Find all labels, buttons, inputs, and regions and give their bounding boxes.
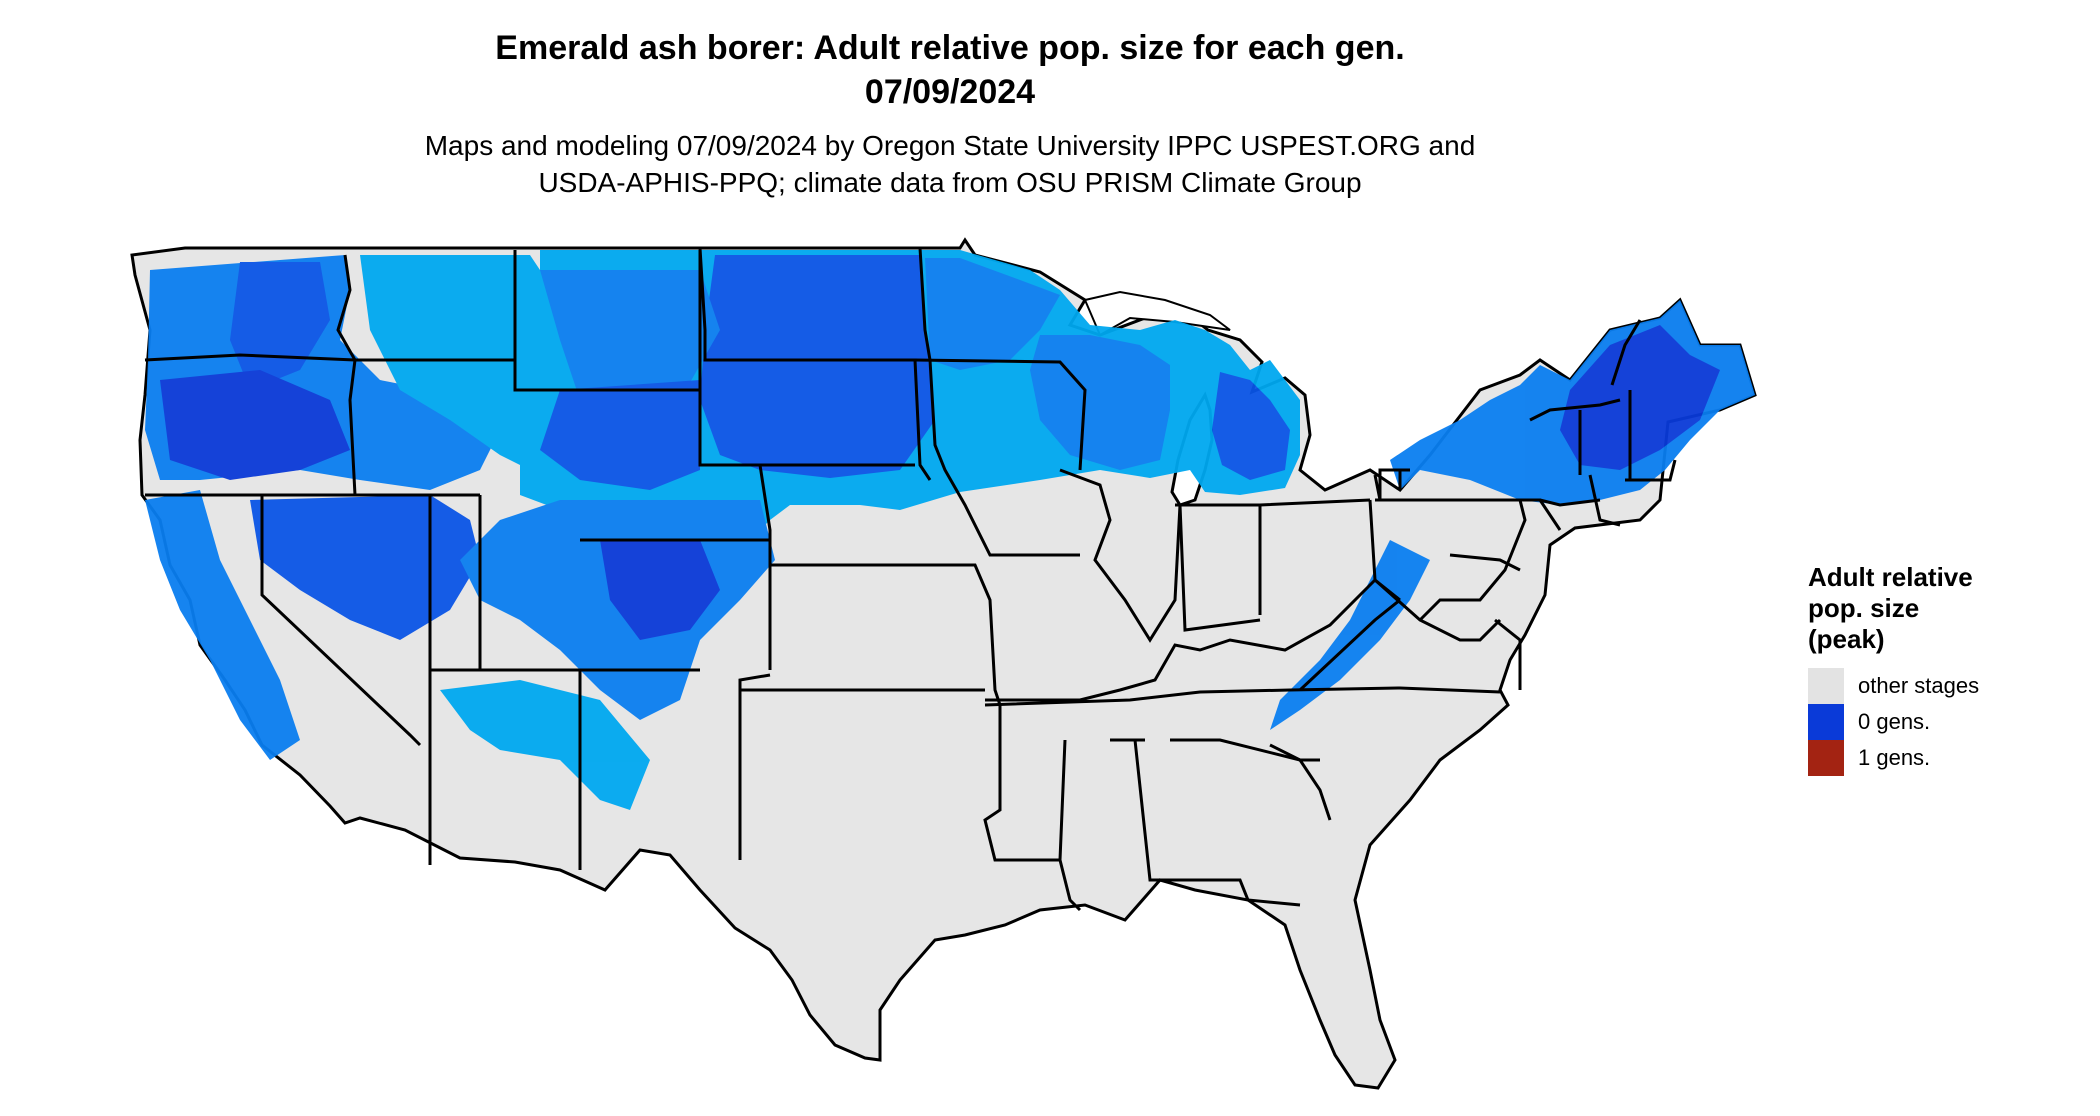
shade-maine-vermont bbox=[1560, 325, 1720, 470]
legend-swatch-0-gens bbox=[1808, 704, 1844, 740]
shade-oregon bbox=[160, 370, 350, 480]
state-borders bbox=[144, 247, 1677, 912]
shade-colorado-peaks bbox=[600, 540, 720, 640]
legend-title-2: pop. size bbox=[1808, 593, 1920, 623]
legend-swatch-other-stages bbox=[1808, 668, 1844, 704]
shade-sierra bbox=[145, 490, 300, 760]
shade-wyoming bbox=[540, 380, 700, 490]
map-title: Emerald ash borer: Adult relative pop. s… bbox=[495, 29, 1405, 67]
shade-lower-michigan bbox=[1212, 372, 1290, 480]
legend-label-1-gens: 1 gens. bbox=[1858, 745, 1931, 770]
shade-great-basin bbox=[250, 495, 480, 640]
shade-arizona-nm bbox=[440, 680, 650, 810]
legend-label-other-stages: other stages bbox=[1858, 673, 1980, 698]
legend-title-3: (peak) bbox=[1808, 624, 1885, 654]
legend-title-1: Adult relative bbox=[1808, 562, 1973, 592]
shade-dakotas bbox=[700, 255, 935, 478]
legend-swatch-1-gens bbox=[1808, 740, 1844, 776]
subtitle-line-2: USDA-APHIS-PPQ; climate data from OSU PR… bbox=[538, 167, 1362, 198]
legend-label-0-gens: 0 gens. bbox=[1858, 709, 1931, 734]
shade-minnesota bbox=[925, 258, 1060, 370]
map-date: 07/09/2024 bbox=[864, 73, 1036, 111]
subtitle-line-1: Maps and modeling 07/09/2024 by Oregon S… bbox=[424, 130, 1476, 161]
